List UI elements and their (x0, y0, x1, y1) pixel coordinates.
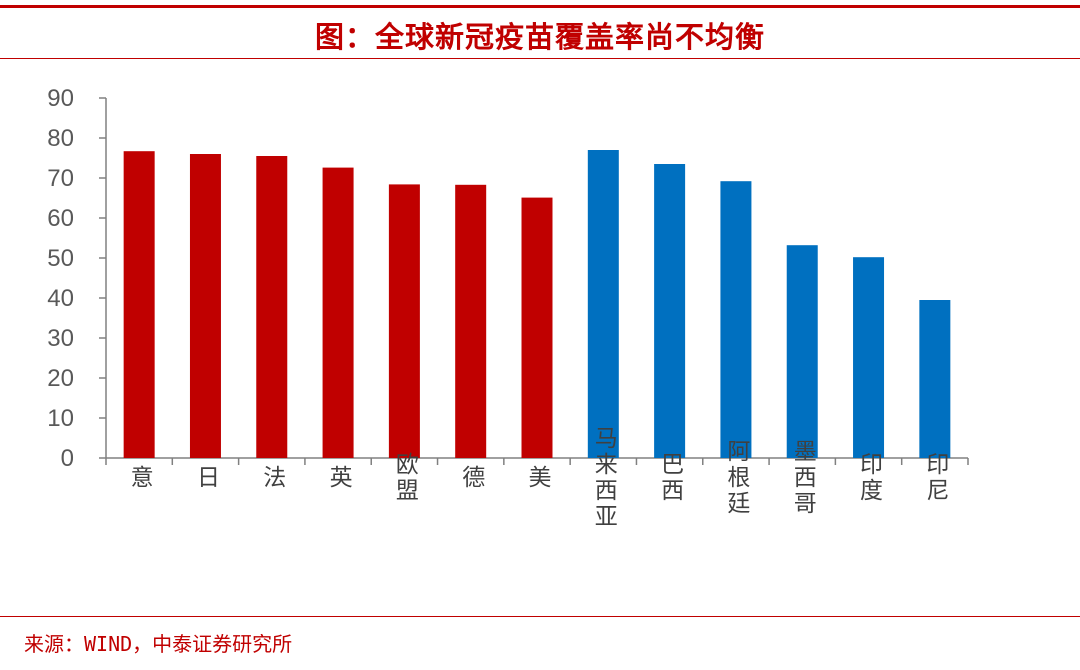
y-tick-label: 20 (47, 365, 74, 392)
bar (521, 197, 553, 458)
y-tick-label: 50 (47, 245, 74, 272)
x-tick-label: 英 (325, 465, 353, 491)
bar (256, 156, 288, 458)
y-tick-label: 60 (47, 205, 74, 232)
y-tick-label: 40 (47, 285, 74, 312)
bar (189, 154, 221, 458)
top-rule (0, 5, 1080, 8)
bar (720, 181, 752, 458)
x-tick-label: 马来西亚 (590, 426, 618, 530)
chart-axes: 0 10 20 30 40 50 60 70 80 90 (47, 85, 969, 472)
x-tick-label: 法 (259, 465, 287, 491)
bar (455, 184, 487, 459)
bar (654, 164, 686, 458)
bar-chart: 0 10 20 30 40 50 60 70 80 90 意 日 法 英 欧盟 德 美 马来西亚 巴西 阿根廷 墨西哥… (47, 85, 969, 530)
y-tick-label: 30 (47, 325, 74, 352)
source-note: 来源：WIND，中泰证券研究所 (24, 632, 293, 656)
source-rule (0, 616, 1080, 617)
y-tick-label: 80 (47, 125, 74, 152)
bar (919, 300, 951, 458)
bar (587, 150, 619, 458)
bar (388, 184, 420, 458)
y-tick-label: 10 (47, 405, 74, 432)
bar (853, 257, 885, 458)
y-tick-label: 90 (47, 85, 74, 112)
x-tick-label: 阿根廷 (723, 439, 751, 517)
bar (123, 151, 155, 458)
x-tick-label: 印尼 (922, 452, 949, 504)
bar (786, 245, 818, 458)
y-tick-label: 0 (61, 445, 74, 472)
x-tick-label: 欧盟 (391, 452, 419, 504)
bar (322, 167, 354, 458)
title-rule (0, 58, 1080, 59)
x-tick-label: 巴西 (657, 452, 684, 504)
x-tick-labels: 意 日 法 英 欧盟 德 美 马来西亚 巴西 阿根廷 墨西哥 印度 印尼 (126, 426, 948, 530)
x-tick-label: 墨西哥 (789, 439, 816, 517)
x-tick-label: 日 (192, 465, 218, 491)
x-tick-label: 美 (524, 465, 552, 491)
x-tick-label: 德 (458, 465, 486, 491)
y-tick-label: 70 (47, 165, 74, 192)
x-tick-label: 印度 (856, 452, 884, 504)
chart-bars (123, 150, 951, 459)
chart-title: 图：全球新冠疫苗覆盖率尚不均衡 (314, 20, 765, 54)
x-tick-label: 意 (126, 465, 153, 491)
